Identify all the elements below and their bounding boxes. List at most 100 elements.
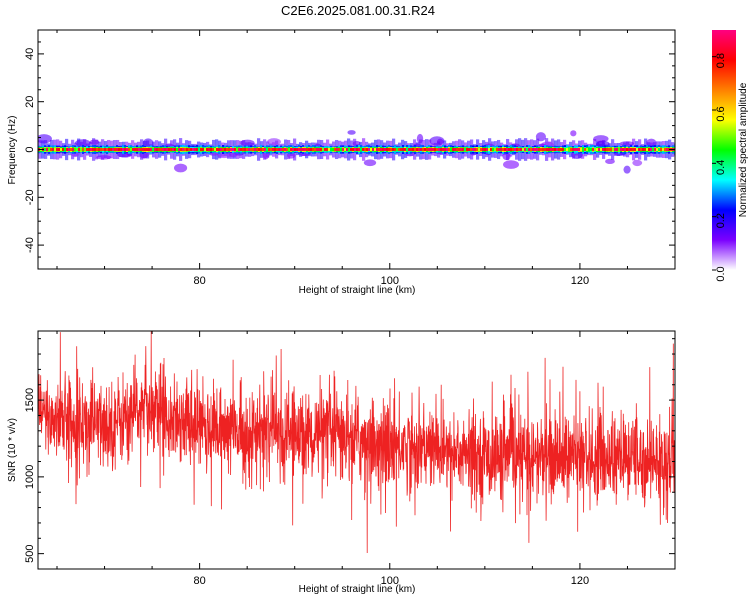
spectrogram-core-cell — [444, 148, 447, 151]
spectrogram-core-cell — [106, 148, 109, 151]
spectrogram-core-cell — [526, 148, 529, 151]
spectrogram-noise-blob — [74, 139, 91, 147]
spectrogram-core-cell — [574, 148, 577, 151]
x-tick-label: 80 — [194, 575, 206, 587]
colorbar-tick-label: 0.4 — [715, 160, 727, 175]
spectrogram-core-cell — [280, 148, 283, 151]
spectrogram-core-cell — [576, 148, 579, 151]
spectrogram-core-cell — [374, 148, 377, 151]
spectrogram-core-cell — [320, 148, 323, 151]
spectrogram-core-cell — [388, 148, 391, 151]
spectrogram-core-cell — [70, 148, 73, 151]
spectrogram-core-cell — [472, 148, 475, 151]
spectrogram-core-cell — [90, 148, 93, 151]
spectrogram-core-cell — [126, 148, 129, 151]
spectrogram-core-cell — [486, 148, 489, 151]
x-tick-label: 120 — [571, 575, 589, 587]
spectrogram-core-cell — [72, 148, 75, 151]
spectrogram-core-cell — [160, 148, 163, 151]
spectrogram-core-cell — [482, 148, 485, 151]
spectrogram-core-cell — [458, 148, 461, 151]
spectrogram-core-cell — [240, 148, 243, 151]
spectrogram-core-cell — [360, 148, 363, 151]
spectrogram-core-cell — [154, 148, 157, 151]
spectrogram-core-cell — [616, 148, 619, 151]
spectrogram-core-cell — [390, 148, 393, 151]
spectrogram-core-cell — [428, 148, 431, 151]
spectrogram-core-cell — [658, 148, 661, 151]
spectrogram-core-cell — [104, 148, 107, 151]
colorbar: 0.0 0.2 0.4 0.6 0.8 Normalized spectral ampl… — [712, 30, 749, 282]
spectrogram-core-cell — [146, 148, 149, 151]
spectrogram-core-cell — [44, 148, 47, 151]
spectrogram-core-cell — [254, 148, 257, 151]
spectrogram-core-cell — [166, 148, 169, 151]
spectrogram-axes: 80 100 120 -40 -20 0 20 40 — [24, 29, 676, 287]
spectrogram-core-cell — [224, 148, 227, 151]
spectrogram-core-cell — [592, 148, 595, 151]
spectrogram-core-cell — [308, 148, 311, 151]
spectrogram-core-cell — [488, 148, 491, 151]
spectrogram-core-cell — [522, 148, 525, 151]
spectrogram-core-cell — [192, 148, 195, 151]
spectrogram-core-cell — [294, 148, 297, 151]
spectrogram-core-cell — [296, 148, 299, 151]
spectrogram-core-cell — [532, 148, 535, 151]
spectrogram-core-cell — [256, 148, 259, 151]
spectrogram-core-cell — [46, 148, 49, 151]
x-tick-label: 100 — [381, 575, 399, 587]
spectrogram-core-cell — [216, 148, 219, 151]
spectrogram-core-cell — [162, 148, 165, 151]
spectrogram-core-cell — [422, 148, 425, 151]
spectrogram-noise-blob — [623, 165, 631, 174]
spectrogram-core-cell — [640, 148, 643, 151]
spectrogram-core-cell — [220, 148, 223, 151]
spectrogram-core-cell — [336, 148, 339, 151]
spectrogram-core-cell — [200, 148, 203, 151]
spectrogram-core-cell — [430, 148, 433, 151]
spectrogram-core-cell — [466, 148, 469, 151]
spectrogram-core-cell — [348, 148, 351, 151]
spectrogram-core-cell — [110, 148, 113, 151]
colorbar-tick-label: 0.2 — [715, 213, 727, 228]
spectrogram-core-cell — [212, 148, 215, 151]
spectrogram-core-cell — [182, 148, 185, 151]
spectrogram-core-cell — [500, 148, 503, 151]
spectrogram-core-cell — [440, 148, 443, 151]
spectrogram-core-cell — [450, 148, 453, 151]
spectrogram-core-cell — [514, 148, 517, 151]
spectrogram-core-cell — [86, 148, 89, 151]
spectrogram-core-cell — [112, 148, 115, 151]
spectrogram-core-cell — [290, 148, 293, 151]
spectrogram-core-cell — [170, 148, 173, 151]
spectrogram-core-cell — [194, 148, 197, 151]
spectrogram-core-cell — [392, 148, 395, 151]
spectrogram-core-cell — [638, 148, 641, 151]
y-tick-label: 40 — [24, 48, 36, 60]
spectrogram-core-cell — [100, 148, 103, 151]
spectrogram-core-cell — [364, 148, 367, 151]
spectrogram-core-cell — [202, 148, 205, 151]
x-tick-label: 80 — [194, 275, 206, 287]
spectrogram-core-cell — [632, 148, 635, 151]
spectrogram-noise-blob — [38, 134, 52, 144]
spectrogram-core-cell — [540, 148, 543, 151]
spectrogram-noise-blob — [570, 130, 577, 137]
spectrogram-noise-blob — [535, 132, 546, 142]
spectrogram-noise-blob — [502, 152, 511, 161]
spectrogram-core-cell — [498, 148, 501, 151]
spectrogram-core-cell — [246, 148, 249, 151]
spectrogram-core-cell — [598, 148, 601, 151]
spectrogram-core-cell — [410, 148, 413, 151]
spectrogram-core-cell — [618, 148, 621, 151]
spectrogram-core-cell — [416, 148, 419, 151]
snr-panel: 80 100 120 500 1000 1500 Height of straight l… — [7, 330, 676, 595]
spectrogram-noise-blob — [240, 139, 255, 147]
spectrogram-core-cell — [144, 148, 147, 151]
spectrogram-core-cell — [380, 148, 383, 151]
spectrogram-core-cell — [244, 148, 247, 151]
spectrogram-core-cell — [102, 148, 105, 151]
spectrogram-core-cell — [198, 148, 201, 151]
spectrogram-core-cell — [462, 148, 465, 151]
